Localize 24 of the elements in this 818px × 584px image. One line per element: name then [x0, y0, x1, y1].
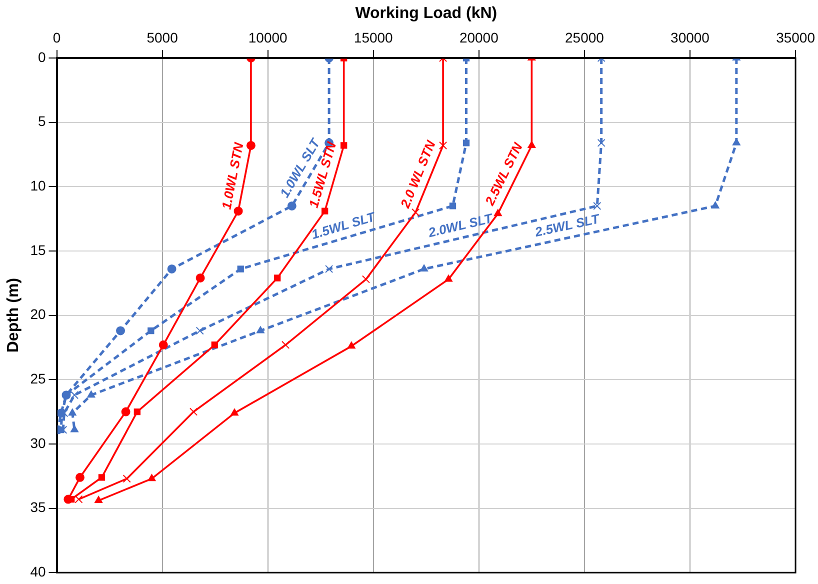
x-tick-label: 25000: [564, 29, 604, 46]
y-tick-label: 25: [30, 370, 46, 386]
x-tick-label: 10000: [248, 29, 288, 46]
y-tick-label: 30: [30, 434, 46, 451]
x-tick-label: 5000: [146, 29, 178, 46]
x-tick-label: 0: [52, 29, 61, 46]
text: 2.0 WL STN: [397, 138, 439, 211]
x-tick-label: 15000: [354, 29, 394, 46]
y-tick-label: 35: [30, 499, 46, 516]
x-tick-label: 20000: [459, 29, 499, 46]
y-tick-label: 20: [30, 306, 46, 322]
x-axis-title: Working Load (kN): [355, 5, 498, 22]
text: 2.0WL SLT: [426, 210, 495, 240]
text: 1.0WL STN: [218, 140, 246, 211]
y-tick-label: 15: [30, 242, 46, 258]
x-tick-label: 30000: [670, 29, 710, 46]
text: 1.5WL SLT: [310, 208, 378, 242]
y-tick-label: 5: [38, 113, 46, 130]
y-tick-label: 40: [30, 563, 46, 580]
y-tick-label: 10: [30, 178, 46, 194]
text: 2.5WL SLT: [532, 210, 602, 240]
y-tick-label: 0: [38, 48, 46, 65]
y-axis-title: Depth (m): [5, 278, 22, 353]
x-tick-label: 35000: [776, 29, 816, 46]
